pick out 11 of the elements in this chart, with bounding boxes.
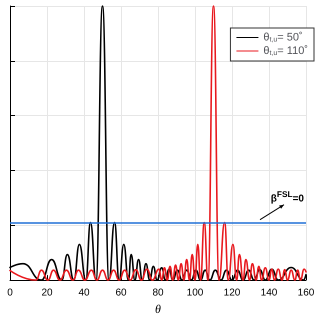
x-tick-label: 0 <box>7 288 14 299</box>
x-tick-label: 100 <box>186 288 204 299</box>
x-axis-title: θ <box>155 302 162 316</box>
x-tick-label: 80 <box>152 288 164 299</box>
ref-line-label: β$^{FSL}$=0 <box>270 188 304 206</box>
x-tick-label: 160 <box>298 288 315 299</box>
x-tick-label: 120 <box>224 288 241 299</box>
x-tick-label: 60 <box>115 288 127 299</box>
x-tick-label: 140 <box>260 288 278 299</box>
x-tick-label: 20 <box>41 288 53 299</box>
x-tick-label: 40 <box>78 288 90 299</box>
